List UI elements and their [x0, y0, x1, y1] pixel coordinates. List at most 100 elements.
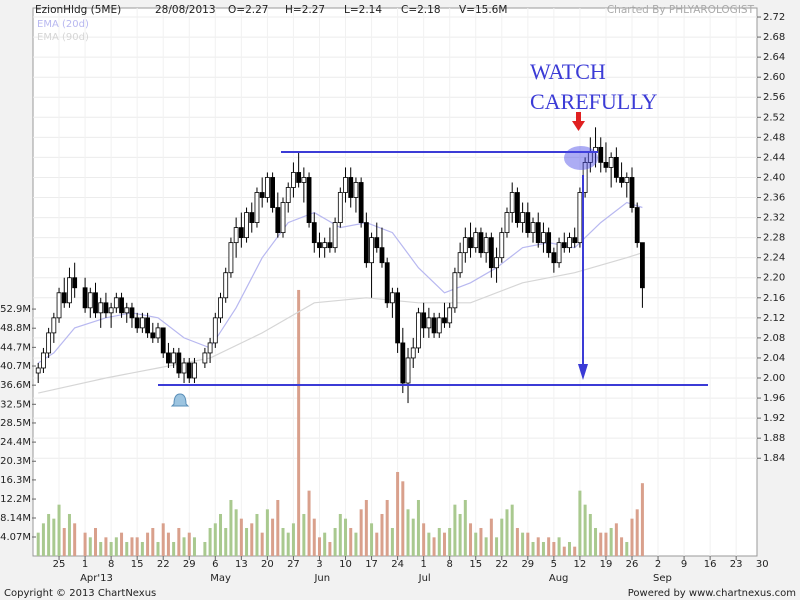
volume-bar [567, 541, 571, 556]
y2-tick-label: 8.14M [0, 513, 31, 524]
x-tick-label: 3 [316, 559, 322, 570]
candle-body [389, 292, 395, 304]
candle-body [72, 277, 78, 289]
candle-body [233, 227, 239, 244]
volume-bar [203, 541, 207, 556]
y-tick-label: 2.20 [763, 273, 785, 284]
candle-body [634, 207, 640, 244]
y-tick-label: 2.68 [763, 32, 785, 43]
ema-line [38, 252, 643, 394]
candle-body [348, 177, 354, 198]
candle-body [212, 317, 218, 344]
candle-body [572, 237, 578, 244]
candle-body [556, 242, 562, 264]
volume-bar [250, 523, 254, 556]
annotation: CAREFULLY [530, 89, 657, 114]
volume-bar [239, 518, 243, 556]
credit: Charted By PHLYAROLOGIST [607, 4, 755, 16]
volume-bar [317, 537, 321, 556]
y-tick-label: 2.12 [763, 313, 785, 324]
volume-bar [359, 509, 363, 556]
y-tick-label: 2.16 [763, 293, 785, 304]
candle-body [473, 232, 479, 249]
candle-body [322, 242, 328, 249]
volume-bar [437, 527, 441, 556]
x-tick-label: 30 [756, 559, 769, 570]
footer-left: Copyright © 2013 ChartNexus [4, 588, 156, 599]
candle-body [56, 292, 62, 319]
month-label: Sep [653, 573, 672, 584]
candle-body [436, 317, 442, 334]
candle-body [624, 177, 630, 183]
volume-bar [625, 541, 629, 556]
candle-body [541, 232, 546, 244]
volume-bar [349, 527, 353, 556]
candle-body [332, 222, 338, 249]
volume-bar [47, 513, 51, 556]
x-tick-label: 8 [108, 559, 114, 570]
volume-bar [83, 532, 87, 556]
candle-body [535, 222, 541, 244]
volume-bar [640, 483, 644, 556]
volume-bar [448, 527, 452, 556]
volume-bar [182, 537, 186, 556]
candle-body [457, 252, 463, 274]
candle-body [145, 317, 150, 334]
volume-bar [94, 527, 98, 556]
x-tick-label: 1 [420, 559, 426, 570]
x-tick-label: 29 [183, 559, 196, 570]
candle-body [416, 312, 421, 349]
y2-tick-label: 20.3M [0, 456, 31, 467]
x-tick-label: 9 [681, 559, 687, 570]
volume-bar [286, 532, 290, 556]
candle-body [488, 237, 494, 269]
candle-body [301, 177, 307, 183]
y2-tick-label: 44.7M [0, 342, 31, 353]
info-high: H=2.27 [285, 4, 325, 16]
volume-bar [140, 541, 144, 556]
volume-bar [229, 499, 233, 556]
y-tick-label: 2.08 [763, 333, 785, 344]
volume-bar [427, 532, 431, 556]
candle-body [160, 327, 166, 354]
volume-bar [307, 490, 311, 556]
candle-body [87, 292, 93, 309]
y-tick-label: 2.48 [763, 132, 785, 143]
x-tick-label: 16 [704, 559, 717, 570]
volume-bar [99, 541, 103, 556]
y-tick-label: 1.92 [763, 413, 785, 424]
chart-title: EzionHldg (5ME) [35, 4, 121, 16]
candle-body [525, 212, 531, 234]
y-tick-label: 1.88 [763, 433, 785, 444]
volume-bar [88, 537, 92, 556]
volume-bar [578, 490, 582, 556]
plot-area [32, 7, 758, 557]
x-tick-label: 29 [521, 559, 534, 570]
candle-body [192, 362, 197, 379]
y2-tick-label: 4.07M [0, 532, 31, 543]
candle-body [395, 292, 401, 344]
candle-body [264, 177, 270, 198]
candle-body [275, 207, 281, 234]
red-arrow-shaft [576, 112, 581, 122]
candle-body [504, 212, 510, 234]
candle-body [468, 237, 473, 249]
volume-bar [265, 509, 269, 556]
candle-body [155, 327, 161, 339]
x-tick-label: 25 [53, 559, 66, 570]
volume-bar [271, 518, 275, 556]
volume-bar [479, 527, 483, 556]
volume-bar [120, 532, 124, 556]
y-tick-label: 2.28 [763, 233, 785, 244]
y-tick-label: 2.00 [763, 373, 785, 384]
candle-body [103, 302, 109, 314]
info-date: 28/08/2013 [155, 4, 216, 16]
month-label: Aug [549, 573, 569, 584]
volume-bar [521, 532, 525, 556]
candle-body [280, 202, 286, 234]
candle-body [51, 317, 57, 334]
y2-tick-label: 36.6M [0, 380, 31, 391]
volume-bar [177, 527, 181, 556]
candle-body [98, 302, 104, 314]
annotations: WATCH CAREFULLY [158, 59, 708, 407]
